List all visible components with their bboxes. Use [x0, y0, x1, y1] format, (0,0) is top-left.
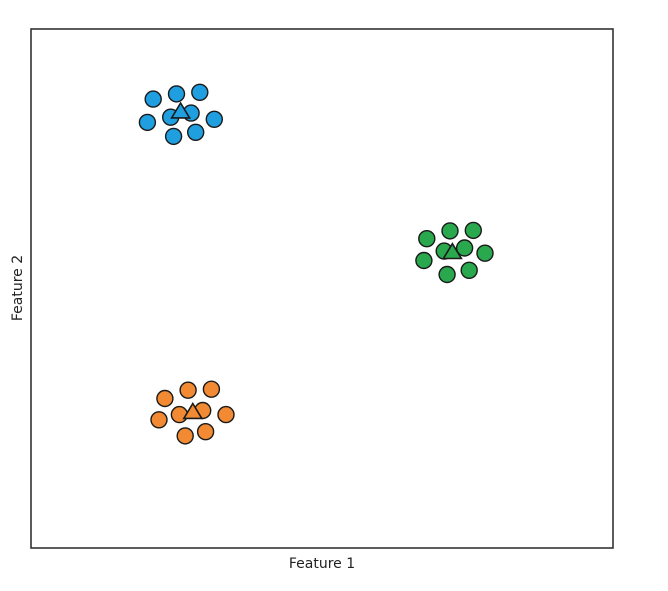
data-point — [164, 127, 183, 146]
data-point — [196, 423, 215, 441]
data-point — [167, 85, 186, 103]
data-point — [186, 123, 205, 142]
data-point — [170, 405, 189, 424]
x-axis-label: Feature 1 — [289, 556, 355, 572]
data-point — [217, 405, 235, 424]
cluster-center-marker — [182, 401, 204, 420]
cluster-center-marker — [170, 101, 192, 119]
data-point — [179, 381, 197, 399]
data-point — [150, 411, 168, 429]
cluster-center-marker — [441, 242, 463, 260]
data-point — [202, 380, 221, 398]
data-point — [176, 427, 194, 445]
y-axis-label: Feature 2 — [10, 255, 26, 321]
data-point — [438, 265, 456, 284]
data-point — [455, 239, 474, 257]
data-point — [441, 222, 459, 240]
data-point — [464, 221, 482, 240]
data-point — [476, 244, 494, 262]
data-point — [191, 83, 209, 102]
data-point — [156, 389, 174, 408]
data-point — [418, 229, 436, 248]
plot-area-frame — [30, 28, 614, 549]
data-point — [144, 90, 162, 108]
data-point — [138, 113, 157, 132]
data-point — [460, 261, 478, 279]
data-marks — [138, 83, 494, 445]
data-point — [415, 251, 433, 270]
data-point — [205, 110, 224, 129]
